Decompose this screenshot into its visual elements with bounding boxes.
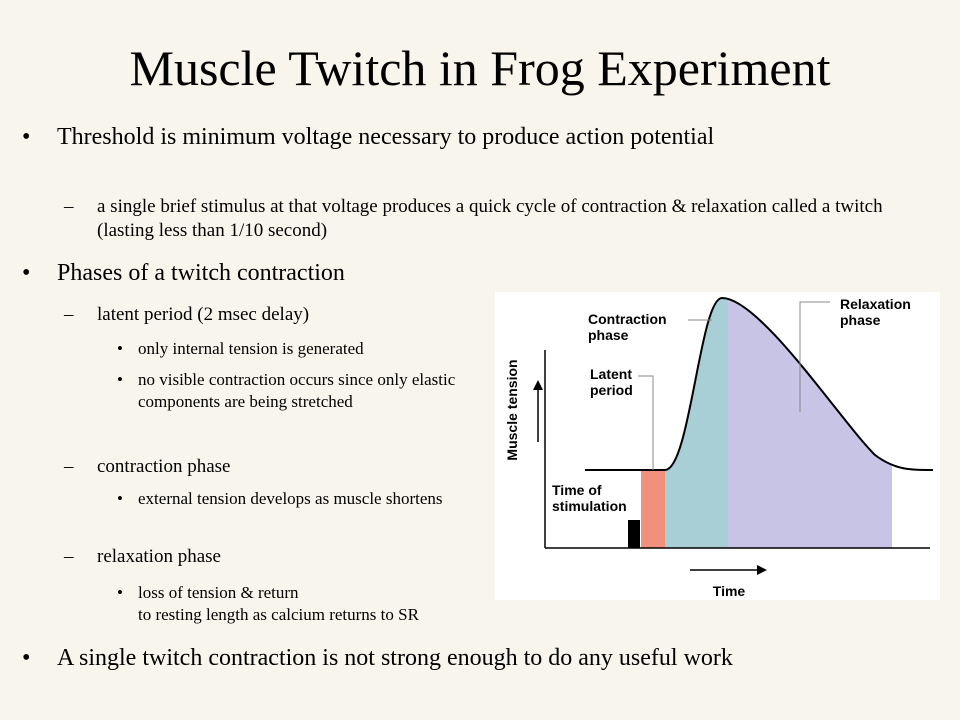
leader-line [638, 375, 654, 470]
sub-bullet-text: latent period (2 msec delay) [97, 304, 310, 325]
figure-panel: Muscle tension Time Contraction phase La… [495, 292, 940, 600]
latent-label: Latent period [590, 366, 633, 398]
relaxation-label: Relaxation phase [840, 296, 911, 328]
bullet-dot: • [117, 583, 123, 602]
x-axis-label: Time [713, 583, 746, 599]
bullet-text: Threshold is minimum voltage necessary t… [57, 124, 715, 150]
relaxation-region [728, 298, 892, 548]
stimulus-mark [628, 520, 640, 548]
bullet-text: A single twitch contraction is not stron… [57, 645, 733, 671]
bullet-dot: • [117, 489, 123, 508]
bullet-dot: • [22, 645, 31, 671]
x-arrowhead [757, 565, 767, 575]
y-axis-label: Muscle tension [504, 359, 520, 460]
sub-sub-bullet-text: no visible contraction occurs since only… [138, 370, 456, 411]
twitch-diagram: Muscle tension Time [504, 296, 934, 599]
bullet-dot: • [117, 370, 123, 389]
tension-curve [585, 296, 934, 471]
sub-sub-bullet-text: only internal tension is generated [138, 339, 364, 358]
leader-line [799, 301, 830, 412]
sub-sub-bullet-text: external tension develops as muscle shor… [138, 489, 443, 508]
contraction-label: Contraction phase [588, 311, 667, 343]
bullet-dot: • [117, 339, 123, 358]
sub-sub-bullet-text: loss of tension & return to resting leng… [138, 583, 419, 624]
y-arrowhead [533, 380, 543, 390]
sub-bullet-text: contraction phase [97, 456, 231, 477]
sub-bullet-text: relaxation phase [97, 546, 221, 567]
stimulation-label: Time of stimulation [552, 482, 627, 514]
sub-bullet-text: a single brief stimulus at that voltage … [97, 196, 883, 241]
dash: – [64, 304, 74, 325]
bullet-dot: • [22, 124, 31, 150]
dash: – [64, 546, 74, 567]
latent-region [641, 470, 665, 548]
bullet-text: Phases of a twitch contraction [57, 260, 345, 286]
slide-title: Muscle Twitch in Frog Experiment [129, 40, 831, 96]
dash: – [64, 456, 74, 477]
dash: – [64, 196, 74, 217]
bullet-dot: • [22, 260, 31, 286]
